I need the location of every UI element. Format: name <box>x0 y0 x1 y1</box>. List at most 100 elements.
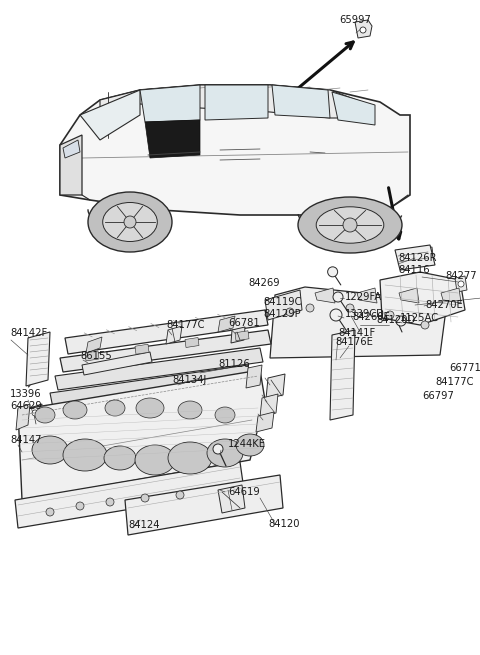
Text: 65997: 65997 <box>339 15 371 25</box>
Circle shape <box>286 308 294 316</box>
Circle shape <box>213 444 223 454</box>
Ellipse shape <box>136 398 164 418</box>
Ellipse shape <box>236 434 264 456</box>
Text: 84141F: 84141F <box>338 328 375 338</box>
Text: 1244KE: 1244KE <box>228 439 266 449</box>
Ellipse shape <box>207 439 243 467</box>
Circle shape <box>141 494 149 502</box>
Text: 84129P: 84129P <box>263 309 300 319</box>
Circle shape <box>76 502 84 510</box>
Polygon shape <box>231 327 245 343</box>
Ellipse shape <box>178 401 202 419</box>
Polygon shape <box>125 475 283 535</box>
Circle shape <box>330 309 342 321</box>
Text: 84260E: 84260E <box>352 312 390 322</box>
Circle shape <box>396 316 406 326</box>
Polygon shape <box>140 85 200 122</box>
Polygon shape <box>330 330 355 420</box>
Polygon shape <box>60 85 410 215</box>
Ellipse shape <box>104 446 136 470</box>
Text: 84124: 84124 <box>128 520 159 530</box>
Polygon shape <box>50 365 251 408</box>
Polygon shape <box>399 288 419 303</box>
Polygon shape <box>135 345 149 354</box>
Circle shape <box>421 321 429 329</box>
Text: 66771: 66771 <box>449 363 480 373</box>
Text: 1229FA: 1229FA <box>345 292 382 302</box>
Text: 84116: 84116 <box>398 265 430 275</box>
Polygon shape <box>80 90 140 140</box>
Text: 1339CD: 1339CD <box>345 309 385 319</box>
Ellipse shape <box>88 192 172 252</box>
Text: 84269: 84269 <box>248 278 280 288</box>
Ellipse shape <box>105 400 125 416</box>
Text: 1125AC: 1125AC <box>400 313 439 323</box>
Polygon shape <box>60 135 82 195</box>
Circle shape <box>46 508 54 516</box>
Polygon shape <box>235 331 249 341</box>
Polygon shape <box>63 140 80 158</box>
Text: 84177C: 84177C <box>166 320 204 330</box>
Text: 84176E: 84176E <box>335 337 373 347</box>
Circle shape <box>32 410 38 416</box>
Polygon shape <box>60 330 271 372</box>
Text: 64619: 64619 <box>228 487 260 497</box>
Text: 84177C: 84177C <box>435 377 473 387</box>
Polygon shape <box>260 394 278 417</box>
Text: 84119C: 84119C <box>263 297 301 307</box>
Polygon shape <box>100 85 370 118</box>
Polygon shape <box>395 245 435 270</box>
Text: 86155: 86155 <box>80 351 112 361</box>
Polygon shape <box>15 462 244 528</box>
Polygon shape <box>455 276 467 292</box>
Ellipse shape <box>63 439 107 471</box>
Polygon shape <box>55 348 263 390</box>
Text: 64629: 64629 <box>10 401 42 411</box>
Polygon shape <box>272 85 330 118</box>
Polygon shape <box>265 290 302 320</box>
Ellipse shape <box>103 202 157 242</box>
Polygon shape <box>441 288 461 303</box>
Circle shape <box>343 218 357 232</box>
Polygon shape <box>145 120 200 158</box>
Polygon shape <box>65 310 268 354</box>
Polygon shape <box>85 351 99 361</box>
Polygon shape <box>28 404 42 426</box>
Circle shape <box>176 491 184 499</box>
Polygon shape <box>18 370 265 500</box>
Circle shape <box>328 267 337 277</box>
Polygon shape <box>166 326 182 344</box>
Polygon shape <box>270 287 445 358</box>
Text: 84142F: 84142F <box>10 328 47 338</box>
Polygon shape <box>315 288 335 303</box>
Circle shape <box>124 216 136 228</box>
Polygon shape <box>256 412 274 432</box>
Text: 84134J: 84134J <box>172 375 206 385</box>
Polygon shape <box>205 85 268 120</box>
Ellipse shape <box>215 407 235 423</box>
Ellipse shape <box>316 207 384 243</box>
Circle shape <box>346 304 354 312</box>
Ellipse shape <box>298 197 402 253</box>
Polygon shape <box>266 374 285 399</box>
Text: 84120: 84120 <box>268 519 300 529</box>
Text: 81126: 81126 <box>218 359 250 369</box>
Circle shape <box>360 27 366 33</box>
Text: 66797: 66797 <box>422 391 454 401</box>
Polygon shape <box>16 404 30 430</box>
Text: 84277: 84277 <box>445 271 477 281</box>
Text: 66781: 66781 <box>228 318 260 328</box>
Ellipse shape <box>63 401 87 419</box>
Text: 84270E: 84270E <box>425 300 463 310</box>
Ellipse shape <box>32 436 68 464</box>
Polygon shape <box>218 316 235 332</box>
Circle shape <box>306 304 314 312</box>
Polygon shape <box>246 365 262 388</box>
Text: 84147: 84147 <box>10 435 41 445</box>
Text: 84126R: 84126R <box>398 253 436 263</box>
Polygon shape <box>357 288 377 303</box>
Polygon shape <box>86 337 102 353</box>
Circle shape <box>386 311 394 319</box>
Circle shape <box>333 292 343 302</box>
Circle shape <box>106 498 114 506</box>
